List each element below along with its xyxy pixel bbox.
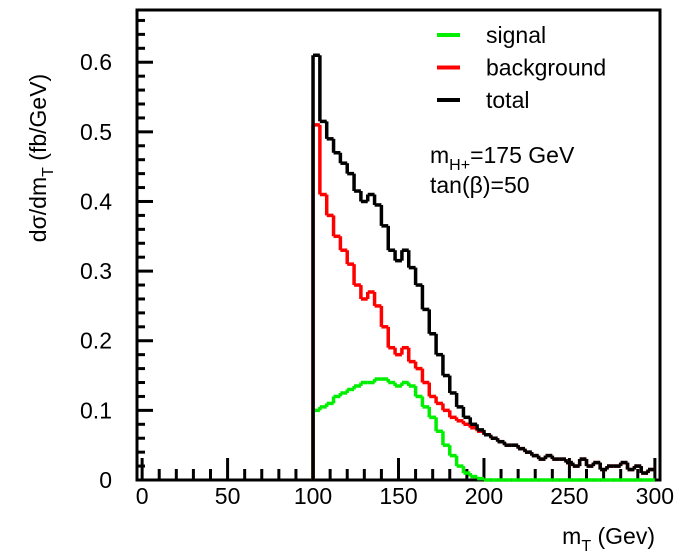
plot-frame [135, 8, 662, 482]
x-axis-label-rest: (Gev) [591, 523, 655, 549]
y-axis-label-main: dσ/dm [25, 177, 51, 242]
x-tick-label: 100 [294, 483, 332, 509]
y-axis-label-sub: T [40, 167, 57, 177]
series-signal [311, 377, 655, 482]
y-tick-label: 0.1 [80, 397, 112, 423]
y-axis-label: dσ/dmT (fb/GeV) [25, 74, 57, 242]
x-tick-label: 200 [465, 483, 503, 509]
x-tick-label: 250 [550, 483, 588, 509]
annotation-sub: H+ [449, 157, 470, 174]
y-tick-label: 0.6 [80, 49, 112, 75]
y-tick-label: 0.4 [80, 188, 112, 214]
y-tick-label: 0 [99, 467, 112, 493]
annotation-main: m [430, 142, 449, 168]
series-total [311, 53, 655, 480]
annotation-rest: =175 GeV [470, 142, 575, 168]
y-tick-label: 0.3 [80, 258, 112, 284]
legend-label: total [486, 87, 529, 113]
annotation: tan(β)=50 [430, 172, 530, 198]
x-tick-label: 50 [215, 483, 241, 509]
x-axis-label-sub: T [581, 538, 591, 555]
y-tick-label: 0.2 [80, 328, 112, 354]
x-tick-label: 300 [636, 483, 674, 509]
annotation: mH+=175 GeV [430, 142, 575, 174]
legend-label: signal [486, 22, 546, 48]
y-tick-label: 0.5 [80, 119, 112, 145]
x-tick-label: 0 [136, 483, 149, 509]
y-axis-label-rest: (fb/GeV) [25, 74, 51, 167]
annotation-main: tan(β)=50 [430, 172, 530, 198]
x-axis-label-main: m [562, 523, 581, 549]
legend-label: background [486, 55, 606, 81]
x-tick-label: 150 [379, 483, 417, 509]
x-axis-label: mT (Gev) [562, 523, 655, 555]
